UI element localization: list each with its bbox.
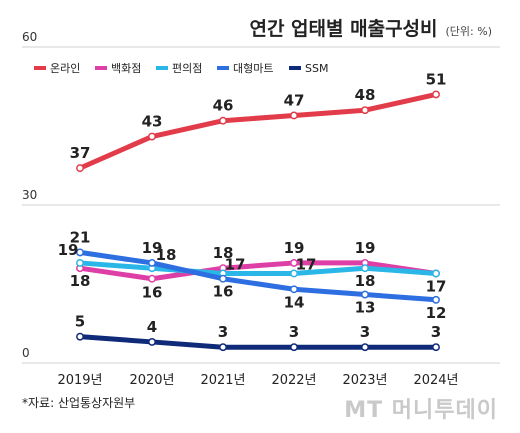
legend-label-4: SSM (305, 62, 328, 75)
x-tick-label: 2019년 (57, 373, 102, 388)
data-label-0: 51 (426, 70, 447, 88)
data-point-0 (148, 132, 156, 141)
data-label-1: 18 (70, 272, 91, 290)
legend-label-3: 대형마트 (233, 62, 273, 75)
data-point-4 (290, 343, 298, 352)
data-label-4: 3 (289, 323, 299, 341)
data-label-4: 4 (147, 318, 157, 336)
data-point-3 (361, 290, 369, 299)
data-label-3: 16 (213, 283, 234, 301)
data-point-4 (76, 332, 84, 341)
y-tick-label-30: 30 (22, 188, 37, 202)
data-point-3 (219, 274, 227, 283)
data-label-2: 19 (58, 241, 79, 259)
data-point-1 (290, 258, 298, 267)
y-tick-label-0: 0 (22, 346, 30, 360)
data-point-3 (148, 258, 156, 267)
title-area: 연간 업태별 매출구성비 (단위: %) (249, 14, 492, 41)
x-tick-label: 2021년 (200, 373, 245, 388)
data-label-4: 3 (218, 323, 228, 341)
data-label-1: 16 (142, 284, 163, 302)
data-label-2: 18 (355, 272, 376, 290)
data-point-2 (432, 269, 440, 278)
source-note: *자료: 산업통상자원부 (22, 396, 136, 410)
data-label-0: 46 (213, 97, 234, 115)
data-point-3 (76, 248, 84, 257)
data-label-3: 21 (70, 228, 91, 246)
y-tick-label-60: 60 (22, 30, 37, 44)
data-label-4: 5 (75, 313, 85, 331)
data-label-1: 17 (426, 277, 447, 295)
data-point-0 (76, 164, 84, 173)
data-point-2 (76, 258, 84, 267)
data-label-0: 37 (70, 144, 91, 162)
data-point-0 (361, 106, 369, 115)
data-label-0: 43 (142, 113, 163, 131)
data-point-4 (432, 343, 440, 352)
data-label-1: 18 (213, 244, 234, 262)
series-line-4 (77, 334, 439, 350)
legend-swatch-0 (34, 66, 46, 70)
legend-swatch-4 (289, 66, 301, 70)
legend-label-0: 온라인 (50, 62, 80, 75)
data-point-2 (361, 264, 369, 273)
data-point-0 (432, 90, 440, 99)
data-point-3 (290, 285, 298, 294)
x-tick-label: 2023년 (342, 373, 387, 388)
data-point-2 (290, 269, 298, 278)
data-point-4 (361, 343, 369, 352)
data-label-1: 19 (355, 239, 376, 257)
data-point-0 (290, 111, 298, 120)
chart-title: 연간 업태별 매출구성비 (249, 18, 438, 40)
data-label-3: 12 (426, 304, 447, 322)
data-label-3: 14 (284, 293, 305, 311)
legend-label-1: 백화점 (111, 62, 141, 75)
series-line-1 (77, 260, 439, 282)
data-label-2: 18 (156, 246, 177, 264)
data-point-3 (432, 295, 440, 304)
data-label-3: 13 (355, 299, 376, 317)
data-label-3: 19 (142, 239, 163, 257)
series-line-0 (77, 91, 439, 171)
data-label-4: 3 (360, 323, 370, 341)
data-point-0 (219, 116, 227, 125)
data-label-2: 17 (225, 255, 246, 273)
data-label-4: 3 (431, 323, 441, 341)
data-label-1: 19 (284, 239, 305, 257)
series-line-2 (77, 260, 439, 276)
data-point-1 (148, 274, 156, 283)
x-tick-label: 2022년 (271, 373, 316, 388)
data-label-0: 47 (284, 91, 305, 109)
legend-label-2: 편의점 (172, 62, 202, 75)
series-line-3 (77, 249, 439, 303)
data-label-2: 17 (296, 255, 317, 273)
unit-label: (단위: %) (445, 25, 492, 38)
publisher-watermark: MT 머니투데이 (344, 398, 498, 423)
legend-swatch-3 (217, 66, 229, 70)
legend-swatch-2 (156, 66, 168, 70)
data-point-4 (219, 343, 227, 352)
legend-swatch-1 (95, 66, 107, 70)
data-label-0: 48 (355, 86, 376, 104)
x-tick-label: 2024년 (413, 373, 458, 388)
x-tick-label: 2020년 (129, 373, 174, 388)
data-point-4 (148, 337, 156, 346)
